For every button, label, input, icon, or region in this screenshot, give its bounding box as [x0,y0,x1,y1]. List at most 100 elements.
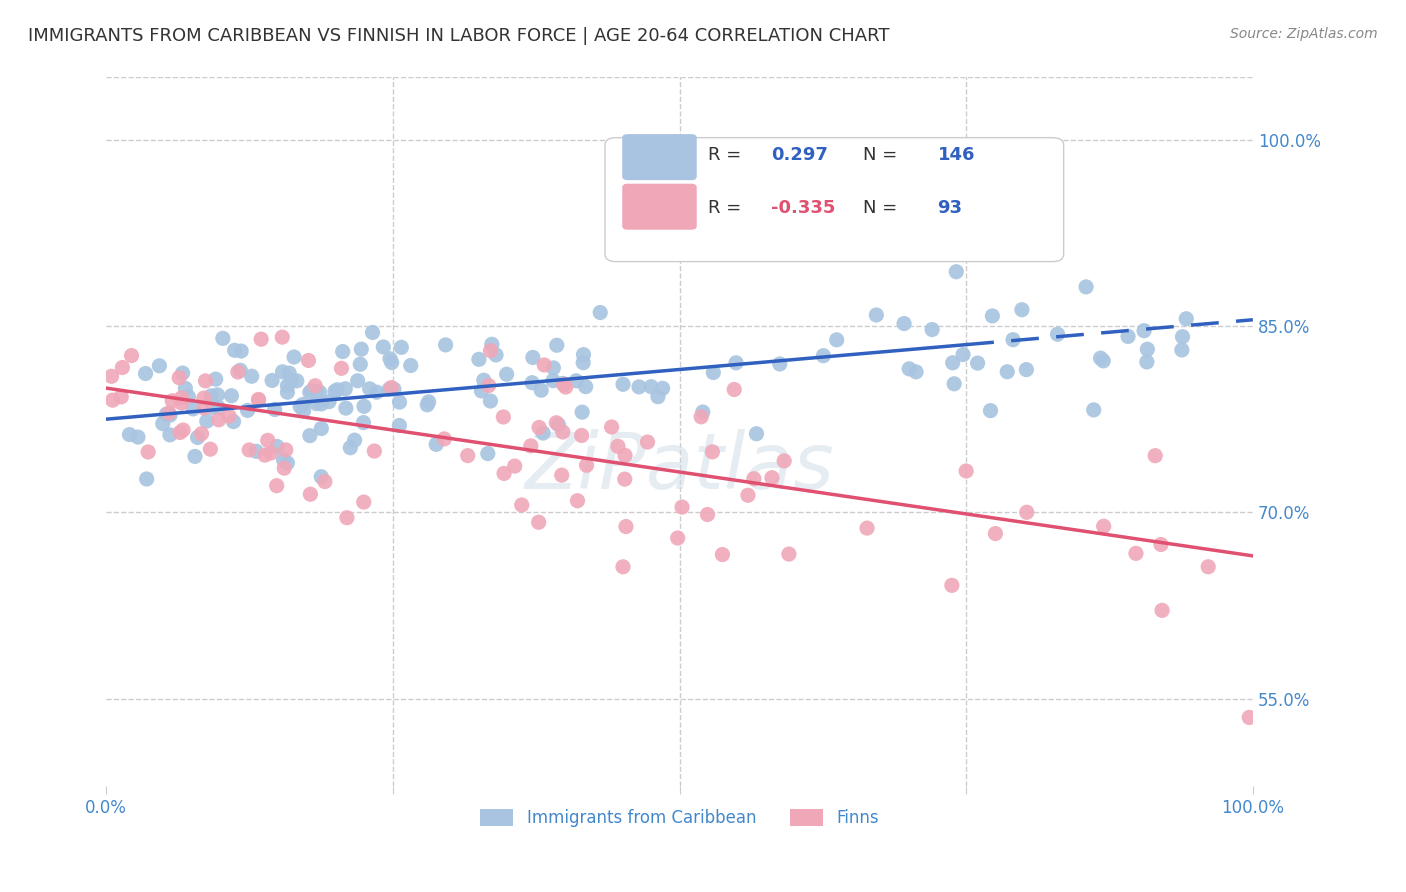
Point [612,377,634,392]
Point [326,383,349,397]
Point [457,449,479,463]
Point [290,400,312,414]
Point [298,428,321,442]
Point [547,417,569,432]
Point [966,356,988,370]
Point [276,378,298,392]
Point [1046,327,1069,342]
Point [945,265,967,279]
Point [530,383,553,397]
Point [553,377,575,392]
Point [399,359,422,373]
Point [1144,449,1167,463]
Point [551,376,574,391]
Point [1171,330,1194,344]
Point [170,391,193,405]
Point [353,416,375,430]
Point [291,397,314,411]
Point [1015,505,1038,519]
Point [637,435,659,450]
Point [253,448,276,462]
FancyBboxPatch shape [605,137,1064,261]
Point [952,347,974,361]
Point [332,344,354,359]
Point [856,521,879,535]
Point [224,343,246,358]
Point [305,385,328,400]
Point [941,578,963,592]
Point [297,353,319,368]
Point [353,495,375,509]
Point [155,407,177,421]
Point [627,380,650,394]
Text: N =: N = [863,200,903,218]
Point [276,385,298,400]
Point [551,425,574,439]
Point [240,369,263,384]
Text: 146: 146 [938,146,974,164]
Point [361,326,384,340]
Point [174,381,197,395]
Point [148,359,170,373]
Point [260,446,283,460]
Point [236,403,259,417]
Point [565,374,588,388]
Point [339,441,361,455]
Point [1239,710,1261,724]
Point [1002,333,1025,347]
Point [898,361,921,376]
Point [278,366,301,380]
Point [262,374,284,388]
Point [318,394,340,409]
Point [256,434,278,448]
Point [494,467,516,481]
Point [136,445,159,459]
Point [520,439,543,453]
Point [820,226,842,240]
Point [271,330,294,344]
Point [250,332,273,346]
Text: 93: 93 [938,200,963,218]
Point [229,363,252,377]
Point [211,331,233,345]
Point [181,401,204,416]
Point [245,444,267,458]
Point [778,547,800,561]
Legend: Immigrants from Caribbean, Finns: Immigrants from Caribbean, Finns [474,803,886,834]
Point [247,393,270,408]
Point [1150,537,1173,551]
Point [323,384,346,399]
Point [981,309,1004,323]
Point [389,340,412,354]
Point [614,519,637,533]
Point [979,403,1001,417]
Point [349,357,371,371]
Point [110,390,132,404]
Point [666,531,689,545]
Point [238,442,260,457]
Point [177,390,200,404]
Point [380,380,402,394]
Point [893,317,915,331]
Point [416,398,439,412]
Point [157,406,180,420]
Point [381,355,404,369]
Point [378,351,401,366]
Point [477,446,499,460]
Text: R =: R = [709,146,747,164]
Point [503,459,526,474]
Point [330,361,353,376]
Point [1152,603,1174,617]
Point [425,437,447,451]
Point [546,416,568,430]
Point [651,381,673,395]
Point [266,440,288,454]
Point [311,397,333,411]
Text: N =: N = [863,146,903,164]
Point [1015,362,1038,376]
Point [350,342,373,356]
Point [135,367,157,381]
Point [468,352,491,367]
Point [614,449,637,463]
Point [543,360,565,375]
